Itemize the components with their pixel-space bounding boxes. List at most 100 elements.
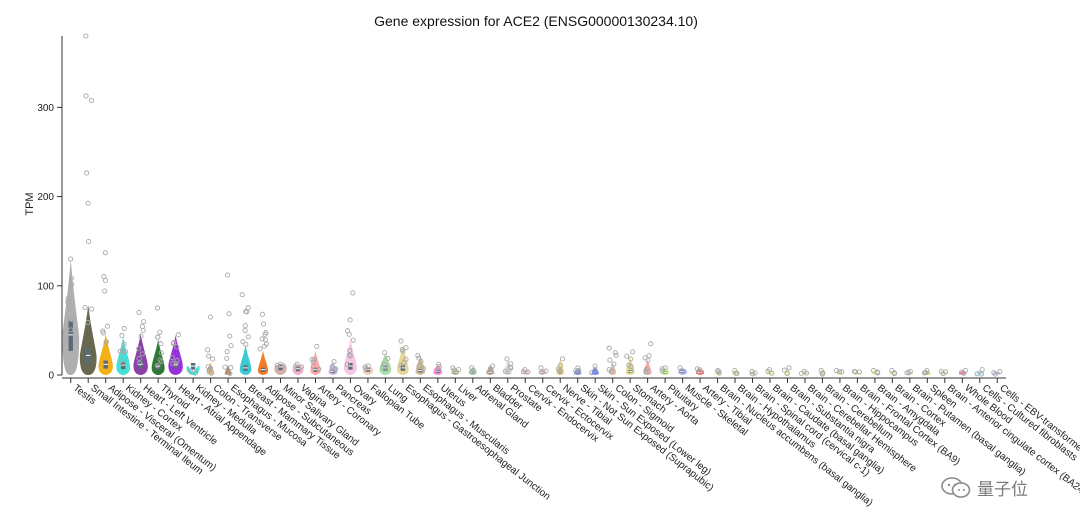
outlier-point <box>997 368 1003 374</box>
outlier-point <box>344 361 350 367</box>
outlier-point <box>140 328 146 334</box>
violin <box>116 326 131 375</box>
outlier-point <box>65 299 71 305</box>
outlier-point <box>293 363 299 369</box>
outlier-point <box>559 356 565 362</box>
outlier-point <box>138 333 144 339</box>
outlier-point <box>120 361 126 367</box>
outlier-point <box>222 364 228 370</box>
outlier-point <box>436 361 442 367</box>
outlier-point <box>381 361 387 367</box>
outlier-point <box>136 346 142 352</box>
outlier-point <box>677 365 683 371</box>
outlier-point <box>697 367 703 373</box>
violin <box>222 272 234 377</box>
outlier-point <box>403 356 409 362</box>
outlier-point <box>350 290 356 296</box>
violin-body <box>239 345 252 375</box>
violin-body <box>854 371 861 377</box>
violin <box>731 367 740 377</box>
violin <box>555 356 565 375</box>
violin <box>486 363 496 375</box>
y-tick-label: 200 <box>37 192 54 203</box>
violin <box>239 292 252 375</box>
outlier-point <box>120 348 126 354</box>
violin <box>765 367 775 377</box>
outlier-point <box>210 356 216 362</box>
outlier-point <box>117 348 123 354</box>
outlier-point <box>86 239 92 245</box>
outlier-point <box>382 350 388 356</box>
outlier-point <box>716 370 722 376</box>
outlier-point <box>891 371 897 377</box>
outlier-point <box>611 361 617 367</box>
outlier-point <box>786 365 792 371</box>
outlier-point <box>274 362 280 368</box>
outlier-point <box>310 359 316 365</box>
violin <box>520 367 531 375</box>
outlier-point <box>260 321 266 327</box>
outlier-point <box>696 368 702 374</box>
outlier-point <box>331 359 337 365</box>
violin <box>362 363 374 375</box>
outlier-point <box>589 370 595 376</box>
outlier-point <box>836 369 842 375</box>
outlier-point <box>259 336 265 342</box>
outlier-point <box>262 331 268 337</box>
violin-body <box>186 365 200 375</box>
violin <box>257 311 270 375</box>
outlier-point <box>978 371 985 377</box>
outlier-point <box>89 306 95 312</box>
outlier-point <box>659 366 665 372</box>
outlier-point <box>752 370 758 376</box>
outlier-point <box>648 341 654 347</box>
outlier-point <box>119 332 125 339</box>
outlier-point <box>158 341 164 347</box>
outlier-point <box>118 358 124 364</box>
outlier-point <box>68 256 74 262</box>
outlier-point <box>224 272 231 278</box>
outlier-point <box>102 288 108 294</box>
outlier-point <box>136 360 142 366</box>
violin <box>659 365 670 375</box>
y-tick-label: 0 <box>48 371 54 382</box>
violin-body <box>608 362 617 376</box>
outlier-point <box>169 355 175 361</box>
violin-group <box>62 33 1003 377</box>
outlier-point <box>68 275 74 281</box>
violin <box>642 341 654 375</box>
outlier-point <box>979 367 985 373</box>
outlier-point <box>765 368 771 375</box>
outlier-point <box>363 365 369 371</box>
outlier-point <box>628 356 634 362</box>
outlier-point <box>174 344 180 350</box>
outlier-point <box>922 369 929 376</box>
x-axis <box>62 377 1006 383</box>
outlier-point <box>139 351 145 357</box>
violin <box>450 365 462 375</box>
outlier-point <box>227 370 233 376</box>
outlier-point <box>280 363 286 369</box>
outlier-point <box>992 371 998 377</box>
violin <box>818 367 826 377</box>
outlier-point <box>784 371 790 377</box>
outlier-point <box>416 355 422 361</box>
violin <box>151 305 165 375</box>
outlier-point <box>606 367 612 373</box>
outlier-point <box>642 355 648 361</box>
outlier-point <box>83 93 89 99</box>
outlier-point <box>83 33 89 39</box>
violin <box>573 365 582 376</box>
outlier-point <box>174 357 180 363</box>
violin <box>974 367 985 377</box>
violin <box>889 367 897 377</box>
outlier-point <box>820 370 826 376</box>
outlier-point <box>504 356 510 362</box>
outlier-point <box>940 370 946 377</box>
violin <box>677 365 687 375</box>
violin <box>904 368 914 377</box>
outlier-point <box>399 347 405 353</box>
violin-body <box>98 333 113 375</box>
